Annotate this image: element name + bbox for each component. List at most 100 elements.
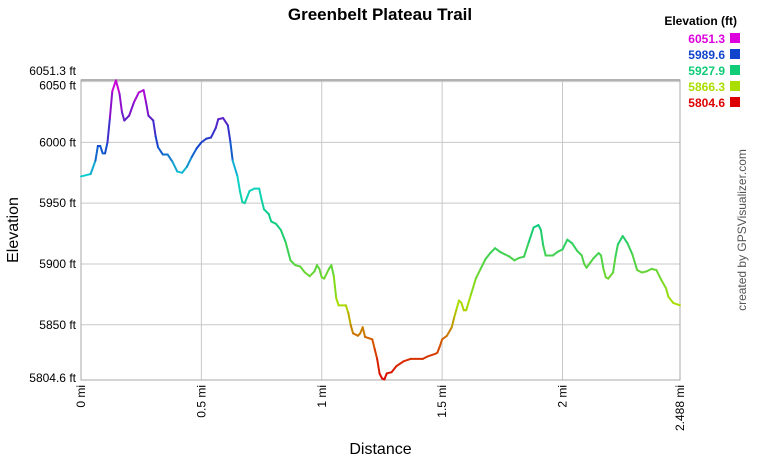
profile-segment bbox=[383, 372, 388, 381]
profile-segment bbox=[99, 145, 104, 155]
legend-title: Elevation (ft) bbox=[664, 14, 737, 28]
profile-segment bbox=[236, 175, 241, 193]
profile-segment bbox=[106, 117, 111, 144]
profile-segment bbox=[361, 326, 367, 338]
profile-segment bbox=[152, 119, 157, 138]
profile-segment bbox=[80, 173, 92, 178]
profile-segment bbox=[436, 345, 441, 354]
profile-segment bbox=[580, 254, 586, 265]
profile-segment bbox=[128, 101, 135, 117]
legend-entry-label: 5866.3 bbox=[688, 80, 725, 94]
profile-segment bbox=[154, 135, 160, 149]
profile-segment bbox=[438, 338, 444, 348]
profile-segment bbox=[376, 357, 381, 375]
profile-segment bbox=[145, 101, 150, 117]
profile-segment bbox=[474, 267, 482, 280]
profile-segment bbox=[104, 141, 109, 155]
profile-segment bbox=[214, 118, 220, 129]
profile-segment bbox=[181, 165, 188, 174]
profile-segment bbox=[171, 160, 179, 173]
profile-segment bbox=[373, 348, 379, 360]
plot-frame bbox=[80, 79, 681, 381]
legend-entry-label: 5927.9 bbox=[688, 64, 725, 78]
profile-segment bbox=[308, 270, 316, 278]
profile-segment bbox=[157, 146, 164, 156]
profile-segment bbox=[200, 137, 208, 144]
y-tick-label: 5900 ft bbox=[39, 257, 76, 271]
profile-segment bbox=[575, 249, 583, 257]
profile-segment bbox=[607, 271, 615, 280]
profile-segment bbox=[303, 271, 311, 278]
legend-swatch bbox=[730, 33, 740, 43]
profile-segment bbox=[349, 323, 355, 335]
profile-segment bbox=[542, 244, 547, 257]
legend-entry-label: 6051.3 bbox=[688, 32, 725, 46]
profile-segment bbox=[445, 326, 453, 337]
profile-segment bbox=[166, 153, 174, 163]
profile-segment bbox=[231, 159, 239, 178]
profile-segment bbox=[258, 187, 263, 201]
profile-segment bbox=[551, 250, 559, 257]
y-tick-label: 5804.6 ft bbox=[29, 371, 76, 385]
profile-segment bbox=[626, 242, 634, 256]
profile-segment bbox=[631, 253, 639, 272]
legend-swatch bbox=[730, 65, 740, 75]
profile-segment bbox=[390, 365, 398, 374]
profile-segment bbox=[426, 352, 436, 358]
profile-segment bbox=[238, 190, 244, 203]
profile-segment bbox=[229, 140, 234, 162]
y-tick-label: 5950 ft bbox=[39, 196, 76, 210]
profile-segment bbox=[667, 295, 675, 304]
profile-segment bbox=[318, 267, 323, 279]
profile-segment bbox=[527, 226, 535, 244]
profile-segment bbox=[508, 255, 516, 262]
profile-segment bbox=[226, 124, 232, 143]
profile-segment bbox=[450, 316, 456, 329]
profile-segment bbox=[246, 190, 251, 199]
profile-segment bbox=[142, 89, 148, 104]
profile-segment bbox=[114, 79, 121, 95]
profile-segment bbox=[585, 256, 595, 269]
profile-segment bbox=[621, 235, 629, 245]
profile-segment bbox=[616, 235, 624, 246]
profile-segment bbox=[335, 297, 340, 307]
profile-segment bbox=[561, 238, 569, 251]
profile-segment bbox=[489, 247, 497, 255]
profile-segment bbox=[655, 269, 663, 281]
profile-segment bbox=[344, 304, 350, 314]
profile-segment bbox=[571, 242, 578, 252]
profile-segment bbox=[522, 241, 530, 258]
profile-segment bbox=[132, 91, 140, 104]
profile-segment bbox=[89, 159, 97, 176]
chart-title: Greenbelt Plateau Trail bbox=[287, 5, 473, 24]
x-axis-title: Distance bbox=[349, 441, 411, 458]
profile-segment bbox=[147, 114, 155, 122]
profile-segment bbox=[289, 259, 297, 267]
legend-swatch bbox=[730, 49, 740, 59]
legend-swatch bbox=[730, 97, 740, 107]
profile-segment bbox=[243, 196, 249, 205]
profile-segment bbox=[195, 141, 203, 150]
profile-segment bbox=[332, 275, 338, 300]
profile-segment bbox=[190, 147, 198, 158]
profile-segment bbox=[323, 267, 330, 280]
profile-segment bbox=[371, 338, 376, 351]
profile-segment bbox=[210, 126, 217, 139]
y-tick-label: 6050 ft bbox=[39, 79, 76, 93]
profile-segment bbox=[364, 335, 374, 341]
profile-segment bbox=[347, 311, 352, 326]
profile-segment bbox=[470, 277, 477, 296]
y-tick-label: 6051.3 ft bbox=[29, 64, 76, 78]
y-axis-title: Elevation bbox=[5, 197, 22, 263]
profile-segment bbox=[330, 264, 335, 278]
x-tick-label: 2.488 mi bbox=[673, 385, 687, 431]
profile-segment bbox=[402, 357, 412, 363]
y-tick-label: 6000 ft bbox=[39, 135, 76, 149]
profile-segment bbox=[602, 267, 607, 279]
profile-segment bbox=[118, 92, 123, 113]
x-tick-label: 0 mi bbox=[74, 385, 88, 408]
profile-segment bbox=[460, 301, 465, 312]
profile-segment bbox=[612, 255, 617, 274]
profile-segment bbox=[665, 287, 670, 298]
profile-segment bbox=[455, 299, 460, 310]
